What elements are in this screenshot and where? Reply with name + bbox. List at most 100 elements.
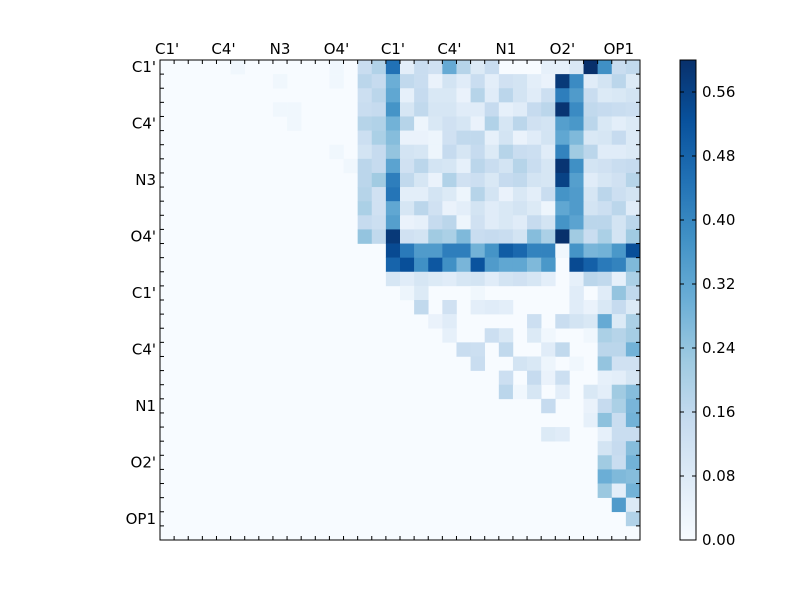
heatmap-cell <box>597 201 613 216</box>
heatmap-cell <box>385 74 401 89</box>
y-tick-label: O2' <box>131 453 156 471</box>
heatmap-cell <box>625 201 641 216</box>
heatmap-cell <box>611 441 627 456</box>
heatmap-cell <box>498 88 514 103</box>
heatmap-cell <box>597 257 613 273</box>
heatmap-cell <box>456 243 471 258</box>
heatmap-cell <box>498 342 514 357</box>
heatmap-cell <box>611 328 627 343</box>
heatmap-cell <box>583 271 598 287</box>
heatmap-cell <box>527 257 542 273</box>
heatmap-cell <box>583 60 598 75</box>
heatmap-cell <box>625 158 641 174</box>
heatmap-cell <box>484 187 500 202</box>
heatmap-cell <box>555 144 570 160</box>
heatmap-cell <box>428 271 443 287</box>
heatmap-cell <box>625 511 641 527</box>
heatmap-cell <box>625 441 641 456</box>
heatmap-cell <box>414 116 429 131</box>
heatmap-cell <box>541 215 556 230</box>
heatmap-cell <box>512 144 528 160</box>
colorbar-tick-label: 0.00 <box>702 531 735 549</box>
heatmap-cell <box>456 74 471 89</box>
heatmap-cell <box>442 144 457 160</box>
heatmap-cell <box>541 201 556 216</box>
heatmap-cell <box>385 229 401 244</box>
heatmap-cell <box>583 314 598 329</box>
heatmap-cell <box>625 144 641 160</box>
heatmap-cell <box>470 130 486 146</box>
heatmap-cell <box>555 229 570 244</box>
heatmap-cell <box>371 187 387 202</box>
heatmap-cell <box>498 384 514 400</box>
heatmap-cell <box>442 257 457 273</box>
heatmap-cell <box>442 201 457 216</box>
heatmap-cell <box>456 88 471 103</box>
heatmap-cell <box>597 116 613 131</box>
heatmap-cell <box>555 314 570 329</box>
heatmap-cell <box>400 172 415 188</box>
heatmap-cell <box>371 215 387 230</box>
heatmap-cell <box>569 215 584 230</box>
heatmap-cell <box>555 370 570 386</box>
heatmap-cell <box>597 342 613 357</box>
heatmap-cell <box>385 144 401 160</box>
heatmap-cell <box>512 201 528 216</box>
heatmap-cell <box>498 215 514 230</box>
heatmap-cell <box>385 257 401 273</box>
heatmap-cell <box>484 243 500 258</box>
heatmap-cell <box>498 328 514 343</box>
heatmap-cell <box>400 60 415 75</box>
heatmap-cell <box>541 356 556 371</box>
heatmap-cell <box>400 229 415 244</box>
heatmap-cell <box>456 215 471 230</box>
heatmap-cell <box>484 172 500 188</box>
x-tick-label: OP1 <box>604 40 634 58</box>
heatmap-cell <box>498 130 514 146</box>
heatmap-cell <box>484 88 500 103</box>
heatmap-cell <box>541 60 556 75</box>
heatmap-cell <box>527 384 542 400</box>
heatmap-cell <box>625 497 641 513</box>
heatmap-cell <box>541 116 556 131</box>
heatmap-cell <box>625 356 641 371</box>
heatmap-cell <box>357 172 373 188</box>
heatmap-cell <box>625 88 641 103</box>
heatmap-cell <box>470 102 486 117</box>
heatmap-cell <box>343 158 358 174</box>
heatmap-cell <box>583 74 598 89</box>
colorbar-tick-label: 0.24 <box>702 339 735 357</box>
heatmap-cell <box>400 215 415 230</box>
heatmap-cell <box>428 88 443 103</box>
heatmap-cell <box>625 285 641 301</box>
heatmap-cell <box>371 229 387 244</box>
heatmap-cell <box>371 88 387 103</box>
heatmap-cell <box>625 469 641 484</box>
heatmap-cell <box>400 116 415 131</box>
heatmap-cell <box>498 187 514 202</box>
heatmap-cell <box>400 201 415 216</box>
heatmap-cell <box>287 102 302 117</box>
heatmap-cell <box>484 130 500 146</box>
heatmap-cell <box>428 215 443 230</box>
heatmap-cell <box>230 60 246 75</box>
heatmap-cell <box>456 130 471 146</box>
heatmap-cell <box>442 130 457 146</box>
heatmap-cell <box>470 116 486 131</box>
heatmap-cell <box>555 201 570 216</box>
heatmap-cell <box>611 144 627 160</box>
heatmap-cell <box>428 130 443 146</box>
heatmap-cell <box>583 412 598 428</box>
heatmap-cell <box>583 215 598 230</box>
heatmap-cell <box>371 74 387 89</box>
heatmap-cell <box>498 201 514 216</box>
heatmap-cell <box>385 271 401 287</box>
heatmap-cell <box>428 116 443 131</box>
heatmap-cell <box>583 130 598 146</box>
heatmap-cell <box>484 74 500 89</box>
heatmap-cell <box>597 144 613 160</box>
heatmap-cell <box>484 102 500 117</box>
heatmap-cell <box>597 60 613 75</box>
heatmap-cell <box>442 88 457 103</box>
heatmap-cell <box>470 257 486 273</box>
